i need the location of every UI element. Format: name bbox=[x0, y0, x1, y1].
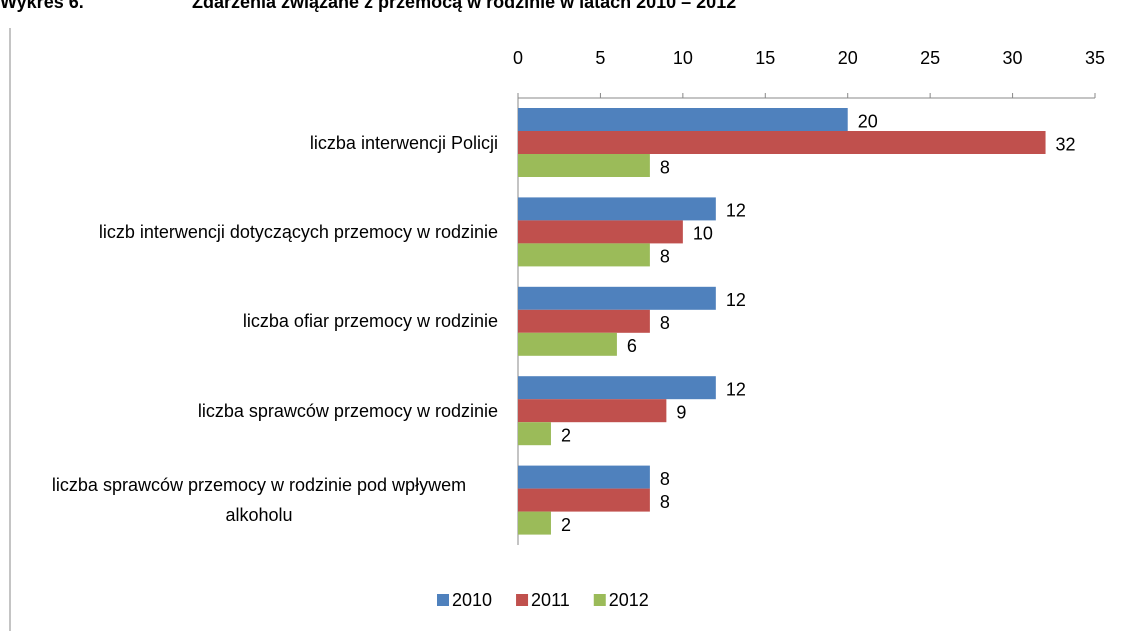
data-label: 12 bbox=[726, 201, 746, 221]
data-label: 8 bbox=[660, 492, 670, 512]
chart-title: Zdarzenia związane z przemocą w rodzinie… bbox=[192, 0, 736, 12]
category-text: liczba interwencji Policji bbox=[309, 132, 498, 153]
bar bbox=[518, 399, 667, 423]
x-tick-label: 20 bbox=[838, 48, 858, 68]
bar bbox=[518, 108, 848, 131]
category-text: liczba sprawców przemocy w rodzinie pod … bbox=[51, 475, 467, 526]
data-label: 9 bbox=[676, 402, 686, 422]
category-label: liczba sprawców przemocy w rodzinie bbox=[20, 371, 498, 451]
bar bbox=[518, 465, 650, 489]
data-label: 20 bbox=[858, 111, 878, 131]
bar bbox=[518, 488, 650, 512]
category-label: liczba interwencji Policji bbox=[20, 103, 498, 183]
legend-swatch bbox=[593, 594, 606, 606]
x-tick-label: 5 bbox=[595, 48, 605, 68]
bar bbox=[518, 220, 683, 244]
data-label: 32 bbox=[1056, 134, 1076, 154]
category-label: liczba ofiar przemocy w rodzinie bbox=[20, 281, 498, 361]
bar bbox=[518, 332, 617, 356]
data-label: 12 bbox=[726, 290, 746, 310]
data-label: 8 bbox=[660, 157, 670, 177]
category-text: liczb interwencji dotyczących przemocy w… bbox=[98, 221, 498, 242]
chart-title-number: Wykres 6. bbox=[0, 0, 84, 12]
x-tick-label: 15 bbox=[755, 48, 775, 68]
category-text: liczba ofiar przemocy w rodzinie bbox=[242, 311, 498, 332]
data-label: 6 bbox=[627, 336, 637, 356]
x-tick-label: 30 bbox=[1003, 48, 1023, 68]
x-tick-label: 10 bbox=[673, 48, 693, 68]
bar bbox=[518, 197, 716, 221]
bar bbox=[518, 131, 1046, 154]
data-label: 12 bbox=[726, 379, 746, 399]
data-label: 8 bbox=[660, 313, 670, 333]
category-label: liczb interwencji dotyczących przemocy w… bbox=[20, 192, 498, 272]
data-label: 10 bbox=[693, 224, 713, 244]
bar bbox=[518, 309, 650, 333]
data-label: 2 bbox=[561, 515, 571, 535]
bar bbox=[518, 243, 650, 267]
legend-label: 2011 bbox=[531, 590, 570, 610]
data-label: 8 bbox=[660, 469, 670, 489]
bar bbox=[518, 511, 551, 535]
data-label: 2 bbox=[561, 425, 571, 445]
bar bbox=[518, 422, 551, 446]
category-text: liczba sprawców przemocy w rodzinie bbox=[197, 400, 498, 421]
legend-swatch bbox=[437, 594, 449, 606]
bar bbox=[518, 154, 650, 177]
legend-label: 2010 bbox=[452, 590, 492, 610]
bar bbox=[518, 376, 716, 400]
legend-label: 2012 bbox=[609, 590, 649, 610]
legend-swatch bbox=[516, 594, 529, 606]
bar bbox=[518, 286, 716, 310]
x-tick-label: 25 bbox=[920, 48, 940, 68]
category-label: liczba sprawców przemocy w rodzinie pod … bbox=[20, 460, 498, 540]
data-label: 8 bbox=[660, 247, 670, 267]
x-tick-label: 35 bbox=[1085, 48, 1105, 68]
x-tick-label: 0 bbox=[513, 48, 523, 68]
